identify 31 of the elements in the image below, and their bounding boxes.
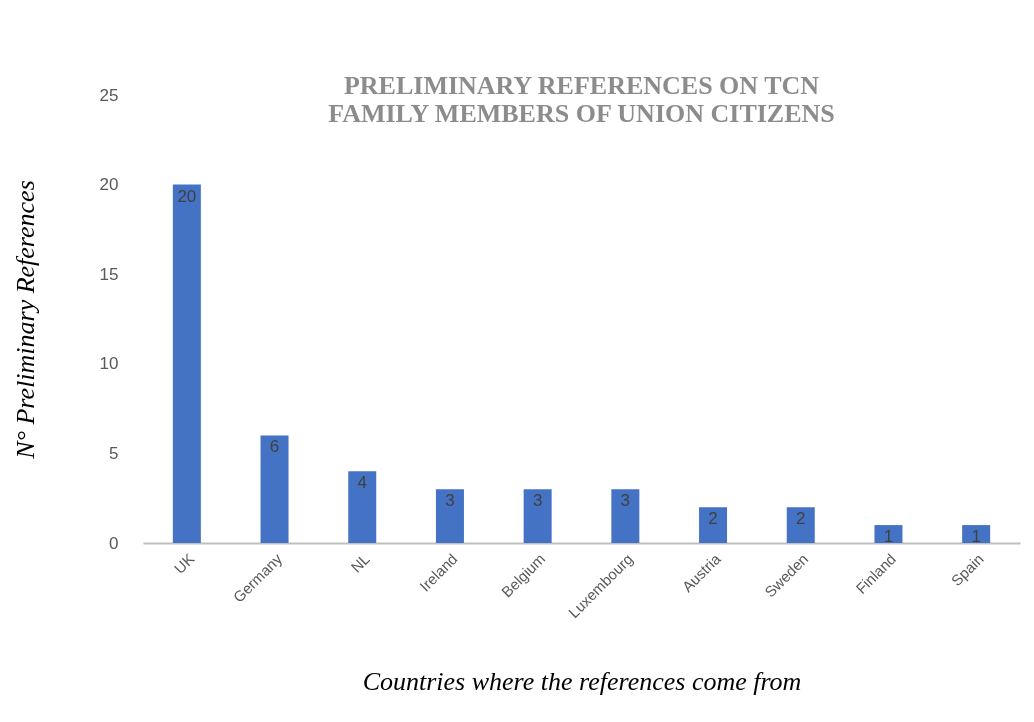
y-axis-title: N° Preliminary References bbox=[10, 180, 40, 460]
bar bbox=[874, 525, 903, 543]
chart-title: PRELIMINARY REFERENCES ON TCN FAMILY MEMBERS OF UNION CITIZENS bbox=[328, 71, 835, 128]
bar bbox=[260, 435, 289, 543]
data-label: 1 bbox=[883, 527, 894, 547]
bar bbox=[435, 489, 464, 543]
bar bbox=[172, 184, 201, 543]
data-label: 20 bbox=[177, 186, 197, 206]
bar bbox=[348, 471, 377, 543]
bar bbox=[786, 507, 815, 543]
data-label: 2 bbox=[796, 509, 806, 529]
data-label: 4 bbox=[357, 473, 367, 493]
data-label: 1 bbox=[971, 527, 981, 547]
x-axis-title: Countries where the references come from bbox=[362, 666, 802, 696]
data-label: 2 bbox=[708, 509, 718, 529]
y-tick-label: 0 bbox=[109, 533, 119, 553]
data-label: 3 bbox=[532, 491, 543, 511]
y-tick-label: 10 bbox=[99, 354, 119, 374]
bar bbox=[523, 489, 552, 543]
data-label: 6 bbox=[269, 437, 280, 457]
y-tick-label: 5 bbox=[109, 443, 119, 463]
data-label: 3 bbox=[620, 491, 631, 511]
x-tick-label: NL bbox=[347, 550, 373, 576]
y-tick-label: 20 bbox=[99, 175, 119, 195]
y-tick-label: 15 bbox=[99, 264, 119, 284]
data-label: 3 bbox=[445, 491, 455, 511]
x-tick-label: UK bbox=[170, 550, 198, 577]
y-tick-label: 25 bbox=[99, 85, 119, 105]
bar bbox=[962, 525, 991, 543]
bar bbox=[699, 507, 728, 543]
bar bbox=[611, 489, 640, 543]
